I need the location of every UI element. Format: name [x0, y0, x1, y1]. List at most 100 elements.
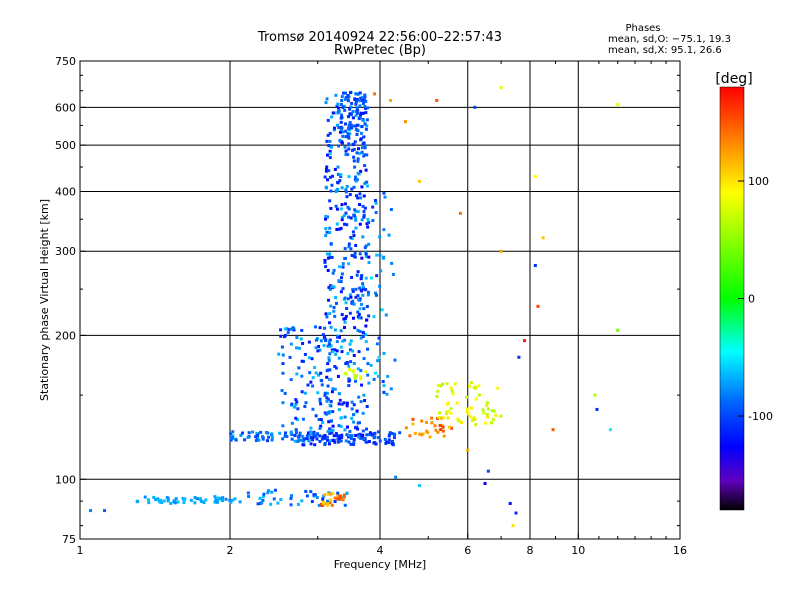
data-point: [364, 168, 368, 172]
data-point: [384, 313, 388, 317]
data-point: [356, 209, 360, 213]
data-point: [307, 433, 311, 437]
data-point: [334, 431, 338, 435]
data-point: [338, 494, 342, 498]
data-point: [364, 252, 368, 256]
colorbar-ticks: 100 0 -100: [738, 175, 773, 423]
data-point: [318, 399, 322, 403]
data-point: [326, 368, 330, 372]
data-point: [358, 432, 362, 436]
data-point: [362, 215, 366, 219]
data-point: [284, 431, 288, 435]
data-point: [389, 387, 393, 391]
data-point: [328, 131, 332, 135]
data-point: [355, 151, 359, 155]
data-point: [346, 352, 350, 356]
y-tick-label: 100: [55, 473, 76, 486]
data-point: [347, 207, 351, 211]
data-point: [421, 432, 425, 436]
data-point: [340, 313, 344, 317]
data-point: [295, 346, 299, 350]
data-point: [326, 178, 330, 182]
data-point: [359, 111, 363, 115]
data-point: [357, 312, 361, 316]
data-point: [354, 114, 358, 118]
data-point: [339, 174, 343, 178]
data-point: [229, 438, 233, 442]
data-point: [336, 374, 340, 378]
data-point: [347, 175, 351, 179]
data-point: [364, 255, 368, 259]
data-point: [339, 439, 343, 443]
data-point: [307, 356, 311, 360]
data-point: [465, 395, 469, 399]
data-point: [473, 385, 477, 389]
data-point: [492, 409, 496, 413]
data-point: [273, 488, 277, 492]
data-point: [350, 400, 354, 404]
data-point: [392, 432, 396, 436]
data-point: [449, 386, 453, 390]
data-point: [89, 509, 93, 513]
data-point: [239, 433, 243, 437]
data-point: [383, 437, 387, 441]
data-point: [326, 362, 330, 366]
data-point: [254, 439, 258, 443]
data-point: [368, 433, 372, 437]
data-point: [325, 139, 329, 143]
data-point: [331, 350, 335, 354]
data-point: [340, 272, 344, 276]
data-point: [295, 418, 299, 422]
data-point: [292, 328, 296, 332]
data-point: [354, 226, 358, 230]
data-point: [382, 390, 386, 394]
data-point: [368, 431, 372, 435]
y-tick-label: 200: [55, 329, 76, 342]
data-point: [352, 353, 356, 357]
data-point: [381, 380, 385, 384]
data-point: [511, 524, 515, 528]
data-point: [344, 439, 348, 443]
data-point: [283, 391, 287, 395]
data-point: [340, 141, 344, 145]
data-point: [353, 165, 357, 169]
data-point: [344, 372, 348, 376]
data-point: [323, 436, 327, 440]
data-point: [349, 112, 353, 116]
data-point: [157, 498, 161, 502]
data-point: [354, 287, 358, 291]
data-point: [375, 274, 379, 278]
x-tick-label: 16: [673, 544, 687, 557]
data-point: [435, 99, 439, 103]
data-point: [332, 309, 336, 313]
data-point: [358, 286, 362, 290]
data-point: [536, 304, 540, 308]
data-point: [321, 497, 325, 501]
data-point: [340, 203, 344, 207]
data-point: [332, 128, 336, 132]
data-point: [289, 496, 293, 500]
data-point: [327, 410, 331, 414]
data-point: [331, 387, 335, 391]
data-point: [344, 314, 348, 318]
data-point: [336, 165, 340, 169]
data-point: [229, 432, 233, 436]
data-point: [356, 159, 360, 163]
data-point: [362, 393, 366, 397]
data-point: [383, 195, 387, 199]
data-point: [334, 366, 338, 370]
data-point: [364, 427, 368, 431]
data-point: [342, 317, 346, 321]
data-point: [483, 481, 487, 485]
data-point: [335, 227, 339, 231]
data-point: [323, 441, 327, 445]
data-point: [328, 312, 332, 316]
data-point: [327, 442, 331, 446]
data-point: [330, 284, 334, 288]
data-point: [450, 389, 454, 393]
data-point: [352, 155, 356, 159]
data-point: [468, 384, 472, 388]
grid-lines: [80, 61, 680, 539]
data-point: [305, 494, 309, 498]
data-point: [334, 296, 338, 300]
